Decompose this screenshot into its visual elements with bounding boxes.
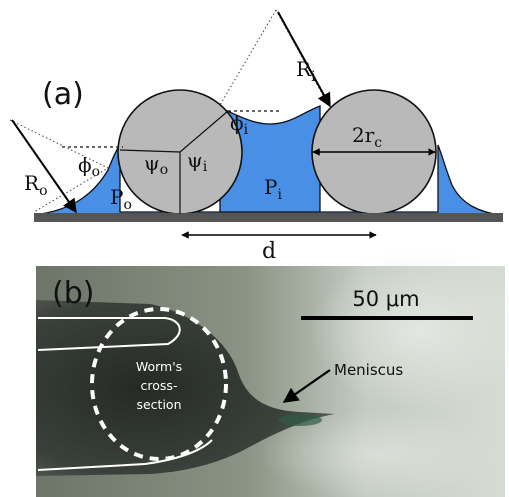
label-2rc: 2rc xyxy=(352,123,382,151)
label-P-i: Pi xyxy=(264,175,282,203)
R-i-dotted-left xyxy=(219,9,277,106)
label-R-o: Ro xyxy=(24,171,48,199)
psi-radius-3 xyxy=(179,110,229,153)
label-P-o: Po xyxy=(110,185,132,213)
panel-b-label: (b) xyxy=(52,276,94,311)
meniscus-arrow xyxy=(282,369,331,403)
worm-label-line3: section xyxy=(136,397,181,412)
liquid-meniscus xyxy=(33,143,501,216)
label-psi-i: ψi xyxy=(187,148,208,175)
worm-label-line1: Worm's xyxy=(136,359,182,374)
R-i-arrow xyxy=(277,11,331,108)
worm-outline-top xyxy=(37,317,181,351)
substrate xyxy=(34,213,503,222)
scale-bar-label: 50 μm xyxy=(352,287,419,311)
meniscus-glint xyxy=(278,414,322,426)
label-phi-o: ϕo xyxy=(78,153,100,180)
label-R-i: Ri xyxy=(296,57,316,85)
meniscus-label: Meniscus xyxy=(334,361,403,379)
worm-outline-bottom xyxy=(37,439,213,471)
label-phi-i: ϕi xyxy=(230,111,249,138)
label-d: d xyxy=(262,239,276,264)
worm-body xyxy=(36,300,335,476)
psi-radius-2 xyxy=(119,149,181,153)
micrograph-light-patch-2 xyxy=(260,410,500,497)
micrograph-light-patch xyxy=(310,250,509,410)
worm-cross-section-circle xyxy=(90,307,228,461)
panel-b: Worm's cross- section (b) 50 μm Meniscus xyxy=(36,250,509,497)
scale-bar xyxy=(301,316,473,320)
R-o-dotted xyxy=(9,119,110,213)
panel-a: (a) Ro Ri ϕo ϕi ψo ψi Po Pi 2rc d xyxy=(9,9,503,264)
worm-label-line2: cross- xyxy=(141,378,178,393)
label-psi-o: ψo xyxy=(144,151,168,178)
panel-a-label: (a) xyxy=(42,77,84,112)
R-o-arrow xyxy=(11,119,77,214)
